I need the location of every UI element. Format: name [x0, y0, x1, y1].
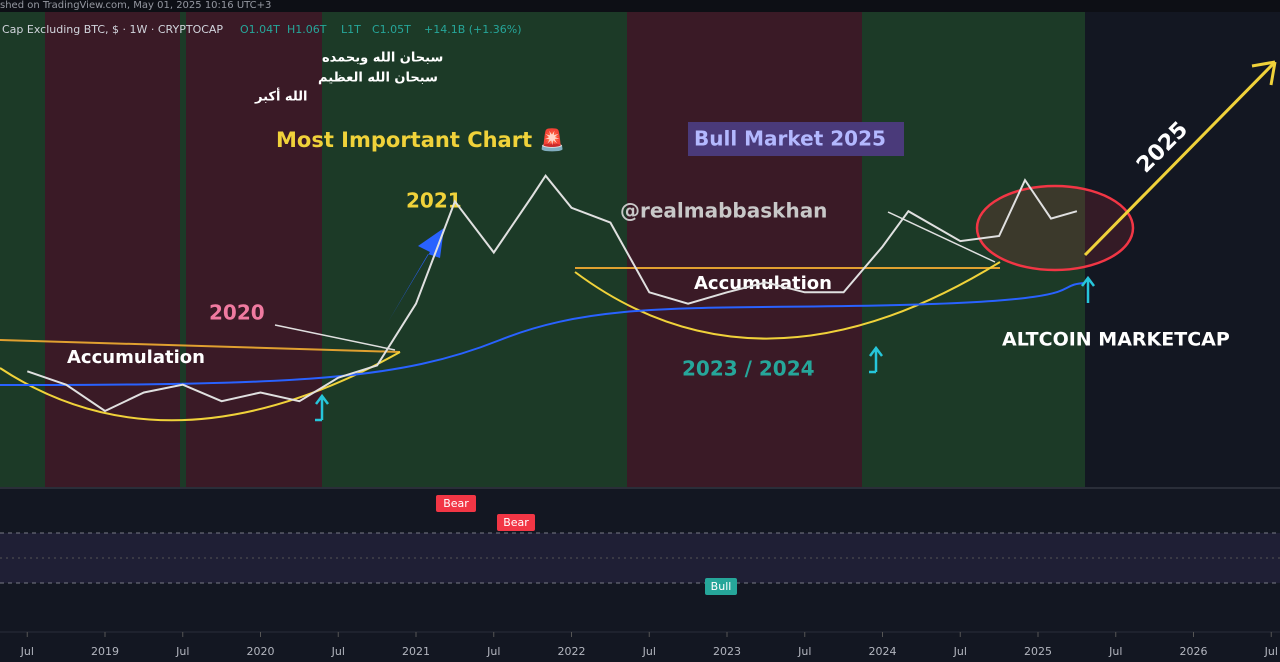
- arabic-line: الله أكبر: [254, 88, 307, 105]
- ohlc-change: +14.1B (+1.36%): [424, 23, 522, 36]
- x-tick-label: Jul: [175, 645, 189, 658]
- altcoin-label: ALTCOIN MARKETCAP: [1002, 329, 1230, 351]
- rsi-band: [0, 533, 1280, 583]
- year-label: 2021: [406, 189, 462, 213]
- x-tick-label: Jul: [797, 645, 811, 658]
- bull-label: Bull Market 2025: [694, 127, 886, 151]
- price-line: [26, 174, 1078, 413]
- x-tick-label: 2026: [1180, 645, 1208, 658]
- accumulation-label: Accumulation: [67, 347, 205, 368]
- header-bar: [0, 0, 1280, 12]
- x-tick-label: Jul: [331, 645, 345, 658]
- bull-badge: [705, 578, 737, 595]
- year-label: 2020: [209, 301, 265, 325]
- ohlc-close: C1.05T: [372, 23, 411, 36]
- bull-label-bg: [688, 122, 904, 156]
- x-tick-label: 2020: [247, 645, 275, 658]
- handle: @realmabbaskhan: [620, 199, 827, 223]
- x-tick-label: 2019: [91, 645, 119, 658]
- main-title: Most Important Chart 🚨: [276, 127, 566, 152]
- x-tick-label: Jul: [1264, 645, 1278, 658]
- x-tick-label: 2024: [869, 645, 897, 658]
- drawings: [0, 60, 1277, 422]
- symbol-name: Cap Excluding BTC, $ · 1W · CRYPTOCAP: [2, 23, 223, 36]
- bull-badge-label: Bull: [711, 580, 732, 593]
- x-tick-label: 2021: [402, 645, 430, 658]
- year-label: 2023 / 2024: [682, 357, 815, 381]
- ohlc-low: L1T: [341, 23, 361, 36]
- arabic-line: سبحان الله العظيم: [318, 71, 438, 86]
- bear-label: Bear: [443, 497, 469, 510]
- x-tick-label: Jul: [953, 645, 967, 658]
- x-tick-label: Jul: [20, 645, 34, 658]
- x-tick-label: 2022: [558, 645, 586, 658]
- arabic-line: سبحان الله وبحمده: [322, 51, 443, 66]
- ohlc-high: H1.06T: [287, 23, 327, 36]
- x-tick-label: Jul: [642, 645, 656, 658]
- x-tick-label: 2025: [1024, 645, 1052, 658]
- bear-badge: [497, 514, 535, 531]
- ohlc-open: O1.04T: [240, 23, 280, 36]
- x-tick-label: Jul: [1108, 645, 1122, 658]
- bear-badge: [436, 495, 476, 512]
- x-tick-label: Jul: [486, 645, 500, 658]
- cycle-bands: [0, 12, 1085, 487]
- x-tick-label: 2023: [713, 645, 741, 658]
- bear-label: Bear: [503, 516, 529, 529]
- blue-arrow: [388, 228, 444, 322]
- header-text: shed on TradingView.com, May 01, 2025 10…: [0, 0, 271, 11]
